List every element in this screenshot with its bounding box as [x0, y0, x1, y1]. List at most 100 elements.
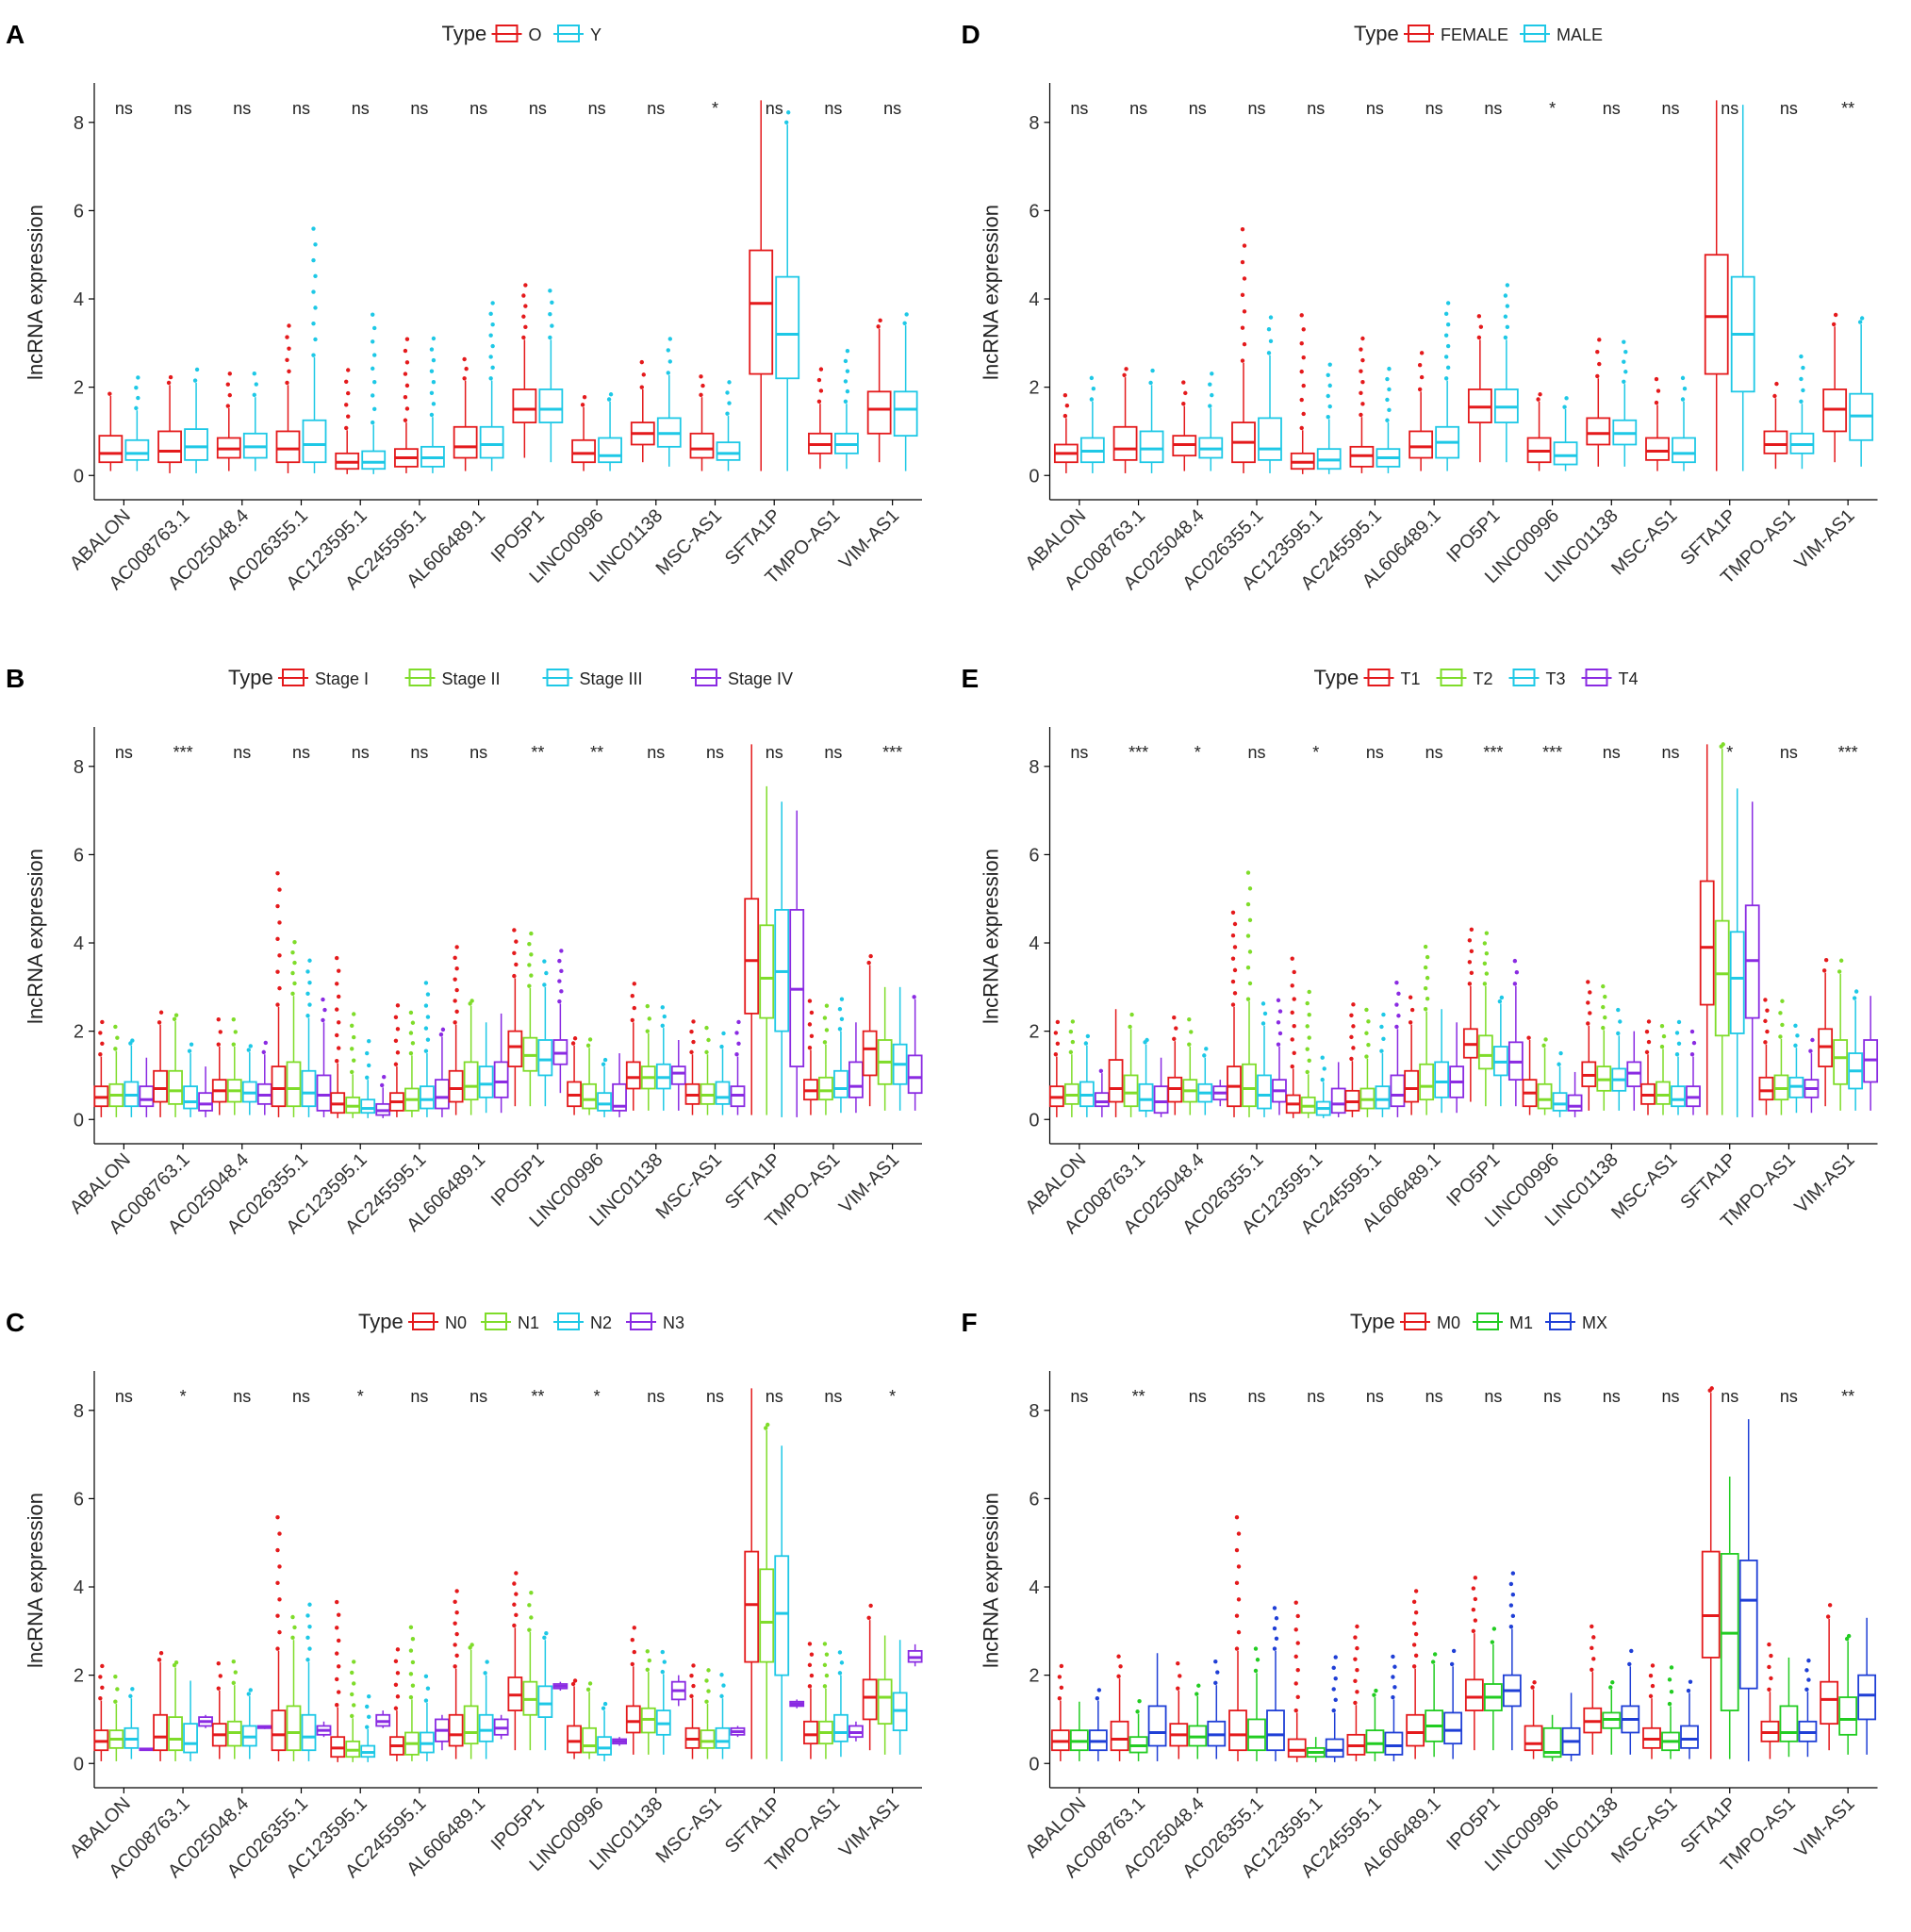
outlier-point — [275, 1547, 280, 1553]
outlier-point — [1053, 1031, 1059, 1035]
outlier-point — [1676, 1019, 1682, 1025]
box-linc01138-t2 — [1596, 983, 1612, 1111]
outlier-point — [1234, 1646, 1240, 1651]
outlier-point — [231, 1680, 236, 1686]
box-ac025048.4-t2 — [1182, 1016, 1198, 1115]
outlier-point — [277, 1629, 282, 1635]
outlier-point — [311, 257, 316, 263]
outlier-point — [1821, 968, 1827, 973]
outlier-point — [1351, 1024, 1356, 1029]
y-tick-label: 2 — [1029, 378, 1039, 399]
outlier-point — [1276, 1020, 1281, 1025]
significance-label: ns — [1484, 1387, 1502, 1406]
box-abalon-stage-i — [93, 1019, 109, 1117]
box-ac025048.4-t1 — [1167, 1016, 1183, 1115]
outlier-point — [490, 343, 495, 349]
box-body — [866, 390, 892, 435]
outlier-point — [1242, 243, 1247, 248]
outlier-point — [1172, 1036, 1177, 1042]
outlier-point — [462, 376, 467, 381]
outlier-point — [1443, 333, 1449, 338]
outlier-point — [1292, 969, 1296, 975]
box-al606489.1-n2 — [478, 1660, 494, 1759]
box-ac026355.1-n1 — [286, 1614, 302, 1761]
outlier-point — [372, 325, 377, 331]
box-sfta1p-male — [1730, 105, 1755, 471]
box-body — [1434, 1061, 1450, 1098]
box-sfta1p-m0 — [1701, 1386, 1721, 1759]
outlier-point — [1512, 958, 1518, 964]
outlier-point — [1232, 991, 1238, 996]
outlier-point — [1355, 1624, 1359, 1629]
outlier-point — [429, 369, 435, 373]
significance-label: ns — [706, 1387, 724, 1406]
outlier-point — [403, 372, 408, 376]
box-ipo5p1-t2 — [1477, 931, 1493, 1107]
box-msc-as1-n1 — [700, 1668, 716, 1759]
outlier-point — [344, 425, 349, 431]
outlier-point — [1467, 982, 1473, 986]
outlier-point — [1307, 1013, 1311, 1017]
outlier-point — [1230, 979, 1236, 984]
outlier-point — [704, 1025, 709, 1031]
box-ac026355.1-t3 — [1257, 1001, 1272, 1117]
box-ac025048.4-n0 — [211, 1660, 227, 1759]
box-linc00996-y — [598, 392, 622, 471]
outlier-point — [1801, 388, 1805, 393]
outlier-point — [632, 1649, 636, 1655]
outlier-point — [1360, 380, 1365, 385]
outlier-point — [1391, 1675, 1395, 1679]
outlier-point — [1686, 1688, 1691, 1693]
outlier-point — [630, 1637, 634, 1643]
outlier-point — [1765, 1008, 1770, 1013]
outlier-point — [408, 1648, 414, 1653]
box-linc00996-stage-iv — [612, 1053, 627, 1117]
box-msc-as1-mx — [1680, 1679, 1699, 1759]
outlier-point — [1538, 392, 1542, 397]
box-body — [571, 438, 596, 464]
outlier-point — [868, 1603, 873, 1609]
significance-label: ns — [1307, 1387, 1325, 1406]
box-body — [183, 1085, 198, 1110]
box-abalon-t4 — [1094, 1068, 1110, 1117]
outlier-point — [1471, 1608, 1476, 1612]
box-tmpo-as1-m1 — [1779, 1657, 1799, 1758]
outlier-point — [231, 1660, 236, 1664]
outlier-point — [1688, 1679, 1693, 1684]
outlier-point — [704, 1049, 709, 1055]
box-ac245595.1-m1 — [1365, 1688, 1385, 1761]
outlier-point — [1616, 1007, 1621, 1013]
outlier-point — [1234, 1514, 1240, 1520]
box-abalon-n1 — [108, 1674, 124, 1761]
outlier-point — [1353, 1657, 1358, 1661]
box-ipo5p1-y — [538, 289, 564, 463]
outlier-point — [1277, 1009, 1283, 1014]
outlier-point — [837, 1650, 843, 1655]
outlier-point — [403, 348, 408, 354]
outlier-point — [1057, 1696, 1063, 1701]
outlier-point — [438, 1032, 444, 1037]
box-ac025048.4-mx — [1207, 1660, 1227, 1759]
outlier-point — [824, 1003, 830, 1008]
outlier-point — [1059, 1663, 1064, 1669]
box-body — [1738, 1560, 1758, 1690]
box-tmpo-as1-n0 — [803, 1642, 818, 1759]
box-ac008763.1-stage-iii — [183, 1042, 198, 1117]
outlier-point — [1230, 910, 1236, 915]
y-tick-label: 4 — [1029, 1577, 1039, 1598]
outlier-point — [691, 1683, 696, 1689]
outlier-point — [1068, 1030, 1074, 1034]
outlier-point — [1392, 1664, 1397, 1669]
outlier-point — [1669, 1665, 1674, 1670]
outlier-point — [1326, 415, 1330, 420]
box-ac245595.1-male — [1376, 366, 1401, 473]
significance-label: ns — [766, 99, 783, 118]
outlier-point — [352, 1703, 356, 1708]
outlier-point — [1305, 1000, 1310, 1006]
outlier-point — [512, 1623, 517, 1628]
outlier-point — [453, 1020, 457, 1025]
outlier-point — [1443, 355, 1449, 359]
box-ac008763.1-stage-i — [153, 1010, 168, 1117]
outlier-point — [1359, 369, 1363, 373]
outlier-point — [1247, 886, 1253, 891]
